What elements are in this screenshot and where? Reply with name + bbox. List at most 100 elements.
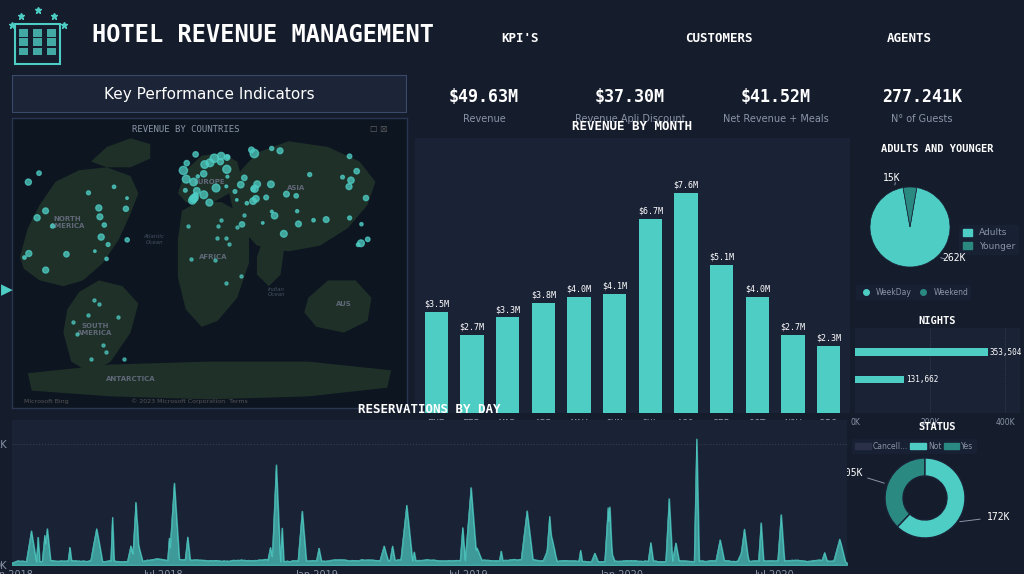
Point xyxy=(208,184,224,193)
Text: Indian
Ocean: Indian Ocean xyxy=(268,286,286,297)
Text: $3.3M: $3.3M xyxy=(496,305,520,314)
Point xyxy=(189,172,206,181)
Point xyxy=(219,172,236,181)
Text: 131,662: 131,662 xyxy=(906,375,939,384)
Polygon shape xyxy=(229,141,376,251)
FancyBboxPatch shape xyxy=(47,29,56,37)
Point xyxy=(202,158,218,168)
Point xyxy=(210,222,226,231)
FancyBboxPatch shape xyxy=(47,48,56,55)
FancyBboxPatch shape xyxy=(47,38,56,46)
Point xyxy=(289,207,305,216)
Polygon shape xyxy=(63,281,138,373)
Text: ASIA: ASIA xyxy=(288,185,305,191)
FancyBboxPatch shape xyxy=(18,38,28,46)
Point xyxy=(232,271,249,280)
Point xyxy=(348,166,365,176)
Text: Net Revenue + Meals: Net Revenue + Meals xyxy=(723,114,828,123)
Polygon shape xyxy=(178,153,241,205)
Point xyxy=(187,150,204,159)
Point xyxy=(119,193,135,203)
Point xyxy=(111,312,127,321)
Point xyxy=(263,180,280,189)
Point xyxy=(237,173,253,183)
Point xyxy=(341,182,357,191)
Point xyxy=(271,146,288,156)
Legend: Cancell..., Not, Yes: Cancell..., Not, Yes xyxy=(852,439,977,453)
Text: $7.6M: $7.6M xyxy=(674,181,698,189)
Text: STATUS: STATUS xyxy=(919,422,956,432)
Title: NIGHTS: NIGHTS xyxy=(919,316,956,326)
Point xyxy=(80,188,96,197)
Point xyxy=(318,215,335,224)
Point xyxy=(341,214,357,223)
Point xyxy=(91,299,108,308)
Point xyxy=(96,220,113,230)
Bar xyxy=(639,219,662,413)
Point xyxy=(288,191,304,200)
Polygon shape xyxy=(257,240,285,286)
Point xyxy=(247,184,263,193)
Bar xyxy=(425,312,447,413)
Text: $3.8M: $3.8M xyxy=(530,290,556,300)
Point xyxy=(31,169,47,178)
Bar xyxy=(817,347,841,413)
Point xyxy=(15,253,32,262)
Point xyxy=(353,239,370,248)
Text: Revenue: Revenue xyxy=(463,114,506,123)
Point xyxy=(258,193,274,202)
Point xyxy=(229,223,246,232)
Point xyxy=(218,233,234,242)
Point xyxy=(93,232,110,242)
Bar xyxy=(855,376,904,383)
Point xyxy=(343,176,359,185)
Point xyxy=(184,196,201,205)
Point xyxy=(357,193,374,203)
Text: $3.5M: $3.5M xyxy=(424,299,449,308)
Point xyxy=(279,189,295,199)
Bar xyxy=(496,317,519,413)
Point xyxy=(197,160,213,169)
FancyBboxPatch shape xyxy=(33,29,42,37)
Text: CUSTOMERS: CUSTOMERS xyxy=(686,32,753,45)
Text: REVENUE BY COUNTRIES: REVENUE BY COUNTRIES xyxy=(132,125,240,134)
Text: AUS: AUS xyxy=(336,301,351,307)
Point xyxy=(218,165,234,174)
Point xyxy=(69,330,85,339)
Point xyxy=(213,215,229,224)
Point xyxy=(105,182,122,191)
Text: HOTEL REVENUE MANAGEMENT: HOTEL REVENUE MANAGEMENT xyxy=(92,23,434,47)
Text: $6.7M: $6.7M xyxy=(638,207,663,216)
Text: KPI'S: KPI'S xyxy=(501,32,539,45)
Point xyxy=(97,347,114,356)
Point xyxy=(255,218,271,227)
Point xyxy=(85,295,101,304)
Text: Revenue Apli Discount: Revenue Apli Discount xyxy=(574,114,685,123)
Bar xyxy=(710,265,733,413)
Point xyxy=(266,211,283,220)
Point xyxy=(196,169,212,179)
Point xyxy=(335,173,351,182)
Point xyxy=(301,170,317,179)
FancyBboxPatch shape xyxy=(18,29,28,37)
Bar xyxy=(603,294,627,413)
Point xyxy=(341,152,357,161)
Point xyxy=(92,212,109,222)
Point xyxy=(213,152,229,161)
Point xyxy=(263,207,280,216)
Title: REVENUE BY MONTH: REVENUE BY MONTH xyxy=(572,119,692,133)
Text: AGENTS: AGENTS xyxy=(887,32,931,45)
Point xyxy=(188,186,205,195)
Text: SOUTH
AMERICA: SOUTH AMERICA xyxy=(77,323,113,336)
Text: $4.0M: $4.0M xyxy=(566,285,592,294)
Text: $2.7M: $2.7M xyxy=(460,323,484,331)
Text: 277.241K: 277.241K xyxy=(882,88,962,106)
Bar xyxy=(675,193,697,413)
Bar xyxy=(855,348,987,356)
FancyBboxPatch shape xyxy=(33,38,42,46)
Wedge shape xyxy=(885,458,925,527)
Point xyxy=(118,204,134,214)
Point xyxy=(177,186,194,195)
Point xyxy=(187,191,204,200)
Text: 172K: 172K xyxy=(987,512,1011,522)
